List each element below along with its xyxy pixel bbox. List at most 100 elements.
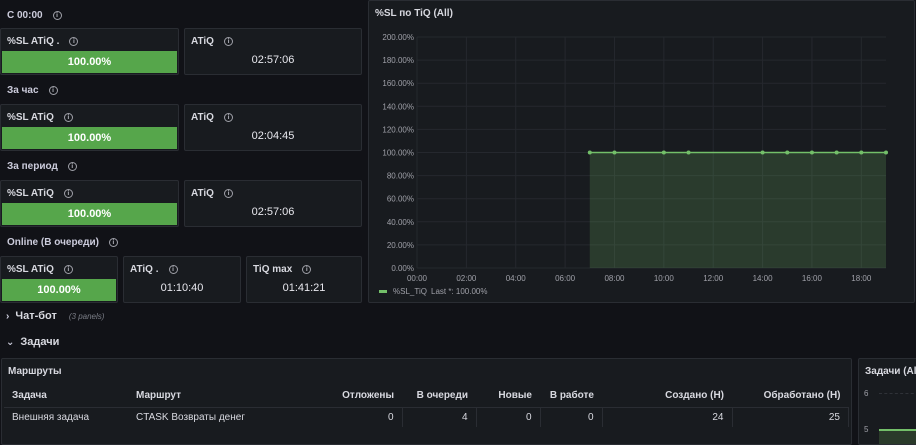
x-tick-label: 08:00 <box>604 274 625 283</box>
series-area <box>879 429 916 444</box>
atiq-panel: ATiQ i 02:04:45 <box>184 104 362 151</box>
sl-gauge-bar: 100.00% <box>2 127 177 149</box>
timeseries-chart[interactable]: 0.00% 20.00% 40.00% 60.00% 80.00% 100.00% 120.… <box>369 1 916 304</box>
panel-title: %SL ATiQ <box>7 112 54 123</box>
data-point <box>587 150 592 155</box>
y-tick-label: 180.00% <box>382 56 414 65</box>
column-header[interactable]: Задача <box>12 390 47 402</box>
info-icon[interactable]: i <box>63 113 73 122</box>
group-title: За час i <box>7 85 58 96</box>
stat-value: 01:41:21 <box>282 282 326 294</box>
panel-title: ATiQ . <box>130 264 159 275</box>
y-tick-label: 60.00% <box>387 195 414 204</box>
row-tasks[interactable]: ⌄ Задачи <box>6 336 60 348</box>
y-tick-label: 40.00% <box>387 218 414 227</box>
y-tick-label: 80.00% <box>387 172 414 181</box>
table-cell: Внешняя задача <box>4 406 128 427</box>
grid-line <box>879 393 916 394</box>
info-icon[interactable]: i <box>302 265 312 274</box>
tiq-max-panel: TiQ max i 01:41:21 <box>246 256 362 303</box>
data-point <box>859 150 864 155</box>
x-tick-label: 04:00 <box>506 274 527 283</box>
data-point <box>686 150 691 155</box>
table-cell: 4 <box>402 406 477 427</box>
info-icon[interactable]: i <box>223 189 233 198</box>
column-header[interactable]: В очереди <box>416 390 468 402</box>
tasks-chart-panel: Задачи (All 6 5 <box>858 358 916 445</box>
sl-atiq-panel: %SL ATiQ . i 100.00% <box>0 28 179 75</box>
info-icon[interactable]: i <box>108 238 118 247</box>
chevron-right-icon: › <box>6 310 10 322</box>
column-header[interactable]: Новые <box>498 390 532 402</box>
sl-tiq-chart-panel: %SL по TiQ (All) 0.00% 20.00% 40.00% 60.00%… <box>368 0 915 303</box>
row-chatbot[interactable]: › Чат-бот (3 panels) <box>6 310 105 322</box>
stat-value: 01:10:40 <box>160 282 204 294</box>
table-cell: 24 <box>602 406 733 427</box>
table-cell: 25 <box>732 406 849 427</box>
y-tick-label: 160.00% <box>382 79 414 88</box>
column-header[interactable]: Отложены <box>342 390 394 402</box>
data-point <box>884 150 888 155</box>
info-icon[interactable]: i <box>69 37 79 46</box>
info-icon[interactable]: i <box>67 162 77 171</box>
stat-value: 02:57:06 <box>251 54 295 66</box>
group-title: Online (В очереди) i <box>7 237 118 248</box>
data-point <box>612 150 617 155</box>
sl-atiq-panel: %SL ATiQ i 100.00% <box>0 180 179 227</box>
stat-value: 02:04:45 <box>251 130 295 142</box>
panel-title: Маршруты <box>8 366 62 377</box>
column-header[interactable]: Обработано (Н) <box>763 390 841 402</box>
info-icon[interactable]: i <box>223 37 233 46</box>
data-point <box>760 150 765 155</box>
group-title: С 00:00 i <box>7 10 62 21</box>
y-tick-label: 20.00% <box>387 241 414 250</box>
column-header[interactable]: Маршрут <box>136 390 182 402</box>
x-tick-label: 00:00 <box>407 274 428 283</box>
info-icon[interactable]: i <box>168 265 178 274</box>
legend-label: %SL_TiQ <box>393 287 427 296</box>
panel-title: ATiQ <box>191 188 214 199</box>
x-tick-label: 16:00 <box>802 274 823 283</box>
series-area <box>589 152 886 268</box>
info-icon[interactable]: i <box>223 113 233 122</box>
info-icon[interactable]: i <box>63 265 73 274</box>
y-tick-label: 0.00% <box>391 264 414 273</box>
y-tick-label: 200.00% <box>382 33 414 42</box>
data-point <box>785 150 790 155</box>
group-title: За период i <box>7 161 77 172</box>
panel-title: %SL ATiQ <box>7 264 54 275</box>
x-tick-label: 02:00 <box>456 274 477 283</box>
legend-stat: Last *: 100.00% <box>431 287 487 296</box>
x-tick-label: 10:00 <box>654 274 675 283</box>
info-icon[interactable]: i <box>52 11 62 20</box>
y-tick-label: 6 <box>864 389 869 398</box>
x-tick-label: 06:00 <box>555 274 576 283</box>
panel-title: %SL ATiQ <box>7 188 54 199</box>
data-point <box>834 150 839 155</box>
y-tick-label: 140.00% <box>382 102 414 111</box>
sl-gauge-bar: 100.00% <box>2 279 116 301</box>
panel-count: (3 panels) <box>68 311 105 321</box>
column-header[interactable]: В работе <box>549 390 594 402</box>
x-tick-label: 12:00 <box>703 274 724 283</box>
panel-title: %SL по TiQ (All) <box>375 8 453 19</box>
sl-atiq-panel: %SL ATiQ i 100.00% <box>0 104 179 151</box>
info-icon[interactable]: i <box>48 86 58 95</box>
table-cell: 0 <box>476 406 541 427</box>
info-icon[interactable]: i <box>63 189 73 198</box>
y-tick-label: 100.00% <box>382 149 414 158</box>
data-point <box>809 150 814 155</box>
table-cell: CTASK Возвраты денег <box>128 406 298 427</box>
sl-gauge-bar: 100.00% <box>2 203 177 225</box>
panel-title: Задачи (All <box>865 366 916 377</box>
panel-title: ATiQ <box>191 112 214 123</box>
column-header[interactable]: Создано (Н) <box>665 390 724 402</box>
stat-value: 02:57:06 <box>251 206 295 218</box>
panel-title: %SL ATiQ . <box>7 36 60 47</box>
table-row: Внешняя задача CTASK Возвраты денег 0 4 … <box>4 406 849 427</box>
x-tick-label: 18:00 <box>851 274 872 283</box>
panel-title: TiQ max <box>253 264 293 275</box>
table-cell: 0 <box>298 406 403 427</box>
atiq-panel: ATiQ . i 01:10:40 <box>123 256 241 303</box>
sl-atiq-panel: %SL ATiQ i 100.00% <box>0 256 118 303</box>
